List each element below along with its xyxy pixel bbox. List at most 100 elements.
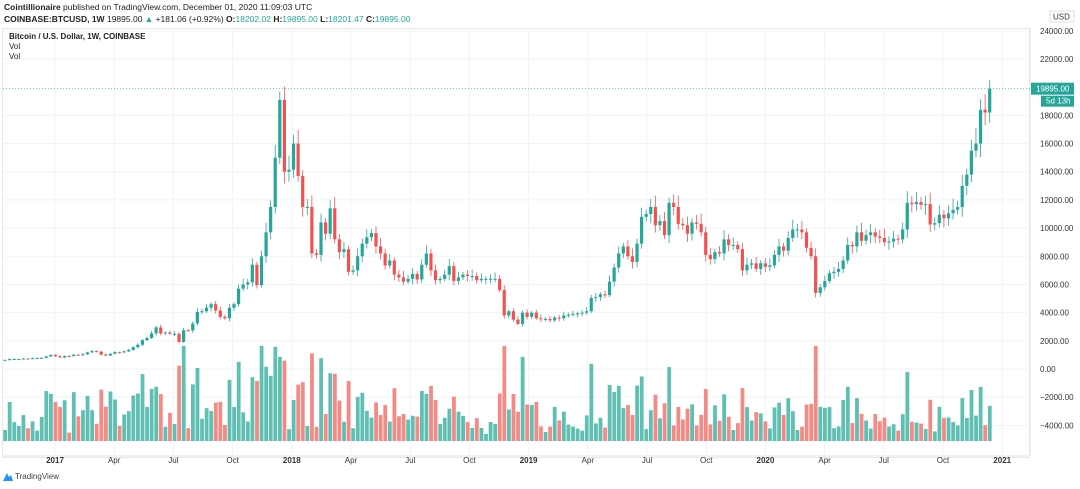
publisher[interactable]: Cointillionaire	[4, 2, 61, 12]
volume-bar	[630, 415, 635, 441]
tradingview-logo[interactable]: TradingView	[3, 472, 59, 481]
volume-bar	[703, 389, 708, 441]
candle-body	[818, 287, 822, 293]
candle-body	[498, 278, 502, 291]
y-tick-label: −2000.00	[1040, 393, 1074, 402]
candle-body	[168, 332, 172, 334]
price-label-box	[1031, 82, 1074, 95]
volume-bar	[511, 393, 516, 441]
volume-bar	[145, 406, 149, 441]
volume-bar	[168, 412, 172, 441]
candle-body	[699, 223, 703, 233]
candle-body	[809, 247, 813, 257]
candle-body	[383, 253, 387, 266]
symbol: COINBASE:BTCUSD, 1W	[4, 14, 105, 24]
volume-bar	[736, 423, 740, 441]
candle-body	[562, 315, 566, 319]
volume-bar	[685, 408, 690, 441]
x-tick-label: 2018	[283, 456, 301, 465]
candle-body	[676, 206, 680, 224]
candle-body	[621, 246, 625, 254]
volume-bar	[626, 405, 630, 441]
candle-body	[397, 274, 401, 278]
candle-body	[447, 266, 451, 275]
volume-bar	[401, 414, 406, 441]
volume-bar	[516, 411, 520, 441]
volume-bar	[58, 406, 62, 441]
volume-bar	[566, 424, 571, 441]
volume-bar	[3, 429, 7, 441]
candle-body	[603, 294, 607, 296]
volume-bar	[30, 421, 35, 441]
volume-bar	[177, 365, 182, 441]
volume-bar	[534, 402, 539, 441]
volume-bar	[891, 424, 896, 441]
volume-bar	[850, 423, 855, 441]
x-tick-label: 2017	[46, 456, 64, 465]
volume-bar	[392, 388, 397, 441]
volume-bar	[877, 421, 882, 441]
volume-bar	[53, 402, 58, 441]
candle-body	[814, 256, 818, 293]
volume-bar	[378, 415, 383, 441]
volume-bar	[479, 427, 484, 441]
volume-bar	[525, 404, 530, 441]
volume-bar	[978, 387, 983, 441]
candle-body	[772, 254, 777, 266]
volume-bar	[841, 400, 846, 441]
candle-body	[95, 351, 99, 353]
candle-body	[855, 232, 859, 247]
volume-bar	[923, 428, 928, 441]
price-chart[interactable]: 24000.00 22000.00 18000.00 16000.00 14000.00…	[0, 0, 1080, 470]
candle-body	[113, 352, 117, 354]
candle-body	[475, 276, 479, 281]
volume-bar	[49, 393, 53, 441]
volume-bar	[484, 434, 488, 441]
volume-bar	[607, 384, 612, 441]
volume-bar	[937, 406, 942, 441]
candle-body	[727, 239, 731, 246]
volume-bar	[928, 399, 933, 441]
candle-body	[264, 232, 268, 257]
candle-body	[269, 206, 273, 233]
candle-body	[62, 356, 67, 358]
volume-bar	[310, 353, 314, 441]
candle-body	[250, 264, 254, 283]
candle-body	[507, 311, 511, 316]
volume-bar	[44, 391, 49, 441]
candle-body	[694, 222, 699, 224]
candle-body	[763, 263, 767, 267]
candle-body	[612, 267, 616, 282]
volume-bar	[671, 425, 676, 441]
volume-bar	[493, 424, 498, 441]
candle-body	[127, 349, 131, 352]
volume-bar	[90, 410, 95, 441]
volume-bar	[543, 432, 548, 441]
high-value: 19895.00	[282, 14, 318, 24]
candle-body	[424, 253, 428, 265]
volume-bar	[681, 419, 685, 441]
volume-bar	[616, 385, 621, 441]
candle-body	[287, 169, 291, 172]
volume-bar	[26, 428, 30, 441]
candle-body	[832, 271, 836, 274]
candle-body	[319, 222, 323, 255]
candle-body	[117, 352, 122, 354]
x-tick-label: Jul	[642, 456, 652, 465]
volume-bar	[507, 409, 511, 441]
candle-body	[791, 229, 795, 238]
candle-body	[502, 290, 506, 316]
candle-body	[26, 358, 30, 360]
countdown-label: 5d 13h	[1046, 97, 1070, 106]
candle-body	[209, 304, 213, 308]
volume-bar	[502, 346, 507, 441]
candle-body	[456, 277, 461, 281]
volume-bar	[236, 361, 241, 441]
candle-body	[195, 311, 199, 324]
candle-body	[658, 221, 662, 226]
volume-bar	[332, 373, 337, 441]
candle-body	[607, 281, 612, 296]
h-label: H:	[273, 14, 283, 24]
candle-body	[594, 297, 598, 299]
volume-bar	[429, 385, 433, 441]
